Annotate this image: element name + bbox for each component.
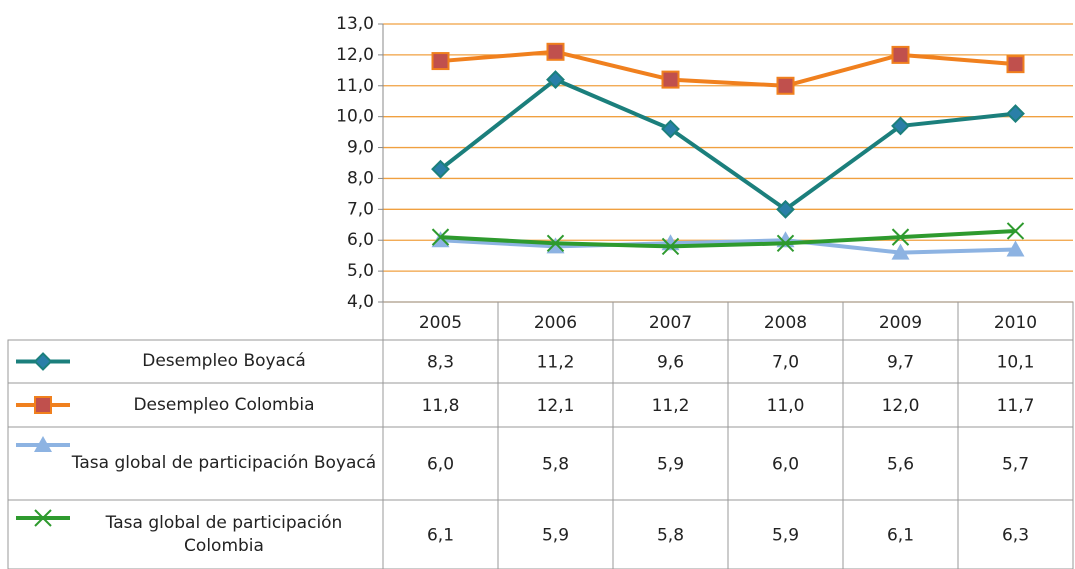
data-label: 8,3: [427, 353, 454, 373]
legend-label-box: Tasa global de participación Boyacá: [71, 453, 377, 474]
x-tick-label: 2006: [534, 313, 577, 333]
data-label: 5,6: [887, 455, 914, 475]
legend-label-box: Tasa global de participación Colombia: [105, 513, 343, 556]
marker: [891, 228, 910, 246]
marker: [661, 237, 680, 256]
marker: [431, 228, 450, 246]
legend-label: Tasa global de participación Boyacá: [71, 453, 377, 474]
data-label: 11,2: [537, 353, 575, 373]
marker: [891, 116, 910, 136]
data-label: 5,9: [772, 526, 799, 546]
data-label: 7,0: [772, 353, 799, 373]
marker: [546, 42, 565, 61]
y-tick-label: 11,0: [336, 76, 374, 96]
data-label: 5,8: [657, 526, 684, 546]
legend-marker: [34, 396, 52, 414]
data-label: 11,0: [767, 396, 805, 416]
y-tick-label: 13,0: [336, 14, 374, 34]
data-label: 6,0: [427, 455, 454, 475]
data-label: 12,0: [882, 396, 920, 416]
marker: [776, 76, 795, 95]
legend-marker: [34, 509, 52, 527]
marker: [776, 234, 795, 253]
data-label: 5,9: [542, 526, 569, 546]
series-line: [439, 77, 1016, 212]
marker: [546, 234, 565, 253]
marker: [1006, 104, 1025, 123]
data-label: 6,0: [772, 455, 799, 475]
marker: [34, 509, 52, 527]
marker: [546, 237, 565, 254]
legend-marker: [34, 436, 52, 452]
x-tick-label: 2007: [649, 313, 692, 333]
y-tick-label: 9,0: [347, 138, 374, 158]
y-tick-label: 6,0: [347, 230, 374, 250]
data-label: 12,1: [537, 396, 575, 416]
y-tick-label: 7,0: [347, 199, 374, 219]
data-label: 11,8: [422, 396, 460, 416]
legend-label: Desempleo Boyacá: [142, 351, 306, 372]
data-label: 9,7: [887, 353, 914, 373]
data-label: 6,1: [887, 526, 914, 546]
legend-label: Desempleo Colombia: [133, 394, 315, 415]
data-label: 11,7: [997, 396, 1035, 416]
data-label: 6,1: [427, 526, 454, 546]
y-tick-label: 12,0: [336, 45, 374, 65]
x-tick-label: 2009: [879, 313, 922, 333]
data-label: 10,1: [997, 353, 1035, 373]
legend-marker: [33, 352, 53, 371]
table-cell: [957, 499, 1074, 569]
marker: [431, 159, 450, 179]
legend-label-box: Desempleo Boyacá: [142, 351, 306, 372]
marker: [661, 119, 680, 139]
marker: [546, 70, 565, 90]
legend-label: Tasa global de participación Colombia: [105, 513, 343, 556]
marker: [34, 436, 52, 452]
data-label: 5,9: [657, 455, 684, 475]
y-tick-label: 10,0: [336, 107, 374, 127]
data-label: 6,3: [1002, 526, 1029, 546]
data-label: 5,8: [542, 455, 569, 475]
marker: [34, 396, 52, 414]
marker: [661, 70, 680, 89]
x-tick-label: 2008: [764, 313, 807, 333]
marker: [431, 231, 450, 248]
data-label: 9,6: [657, 353, 684, 373]
marker: [1006, 240, 1025, 257]
y-tick-label: 4,0: [347, 292, 374, 312]
y-tick-label: 5,0: [347, 261, 374, 281]
marker: [891, 243, 910, 260]
series-line: [440, 49, 1016, 88]
data-label: 5,7: [1002, 455, 1029, 475]
marker: [891, 45, 910, 64]
series-line: [440, 228, 1016, 249]
legend-label-box: Desempleo Colombia: [133, 394, 315, 415]
y-tick-label: 8,0: [347, 168, 374, 188]
marker: [1006, 55, 1025, 74]
marker: [776, 199, 795, 219]
series-line: [440, 238, 1016, 255]
data-label: 11,2: [652, 396, 690, 416]
x-tick-label: 2010: [994, 313, 1037, 333]
marker: [33, 352, 53, 371]
x-tick-label: 2005: [419, 313, 462, 333]
marker: [431, 52, 450, 71]
marker: [1006, 222, 1025, 240]
